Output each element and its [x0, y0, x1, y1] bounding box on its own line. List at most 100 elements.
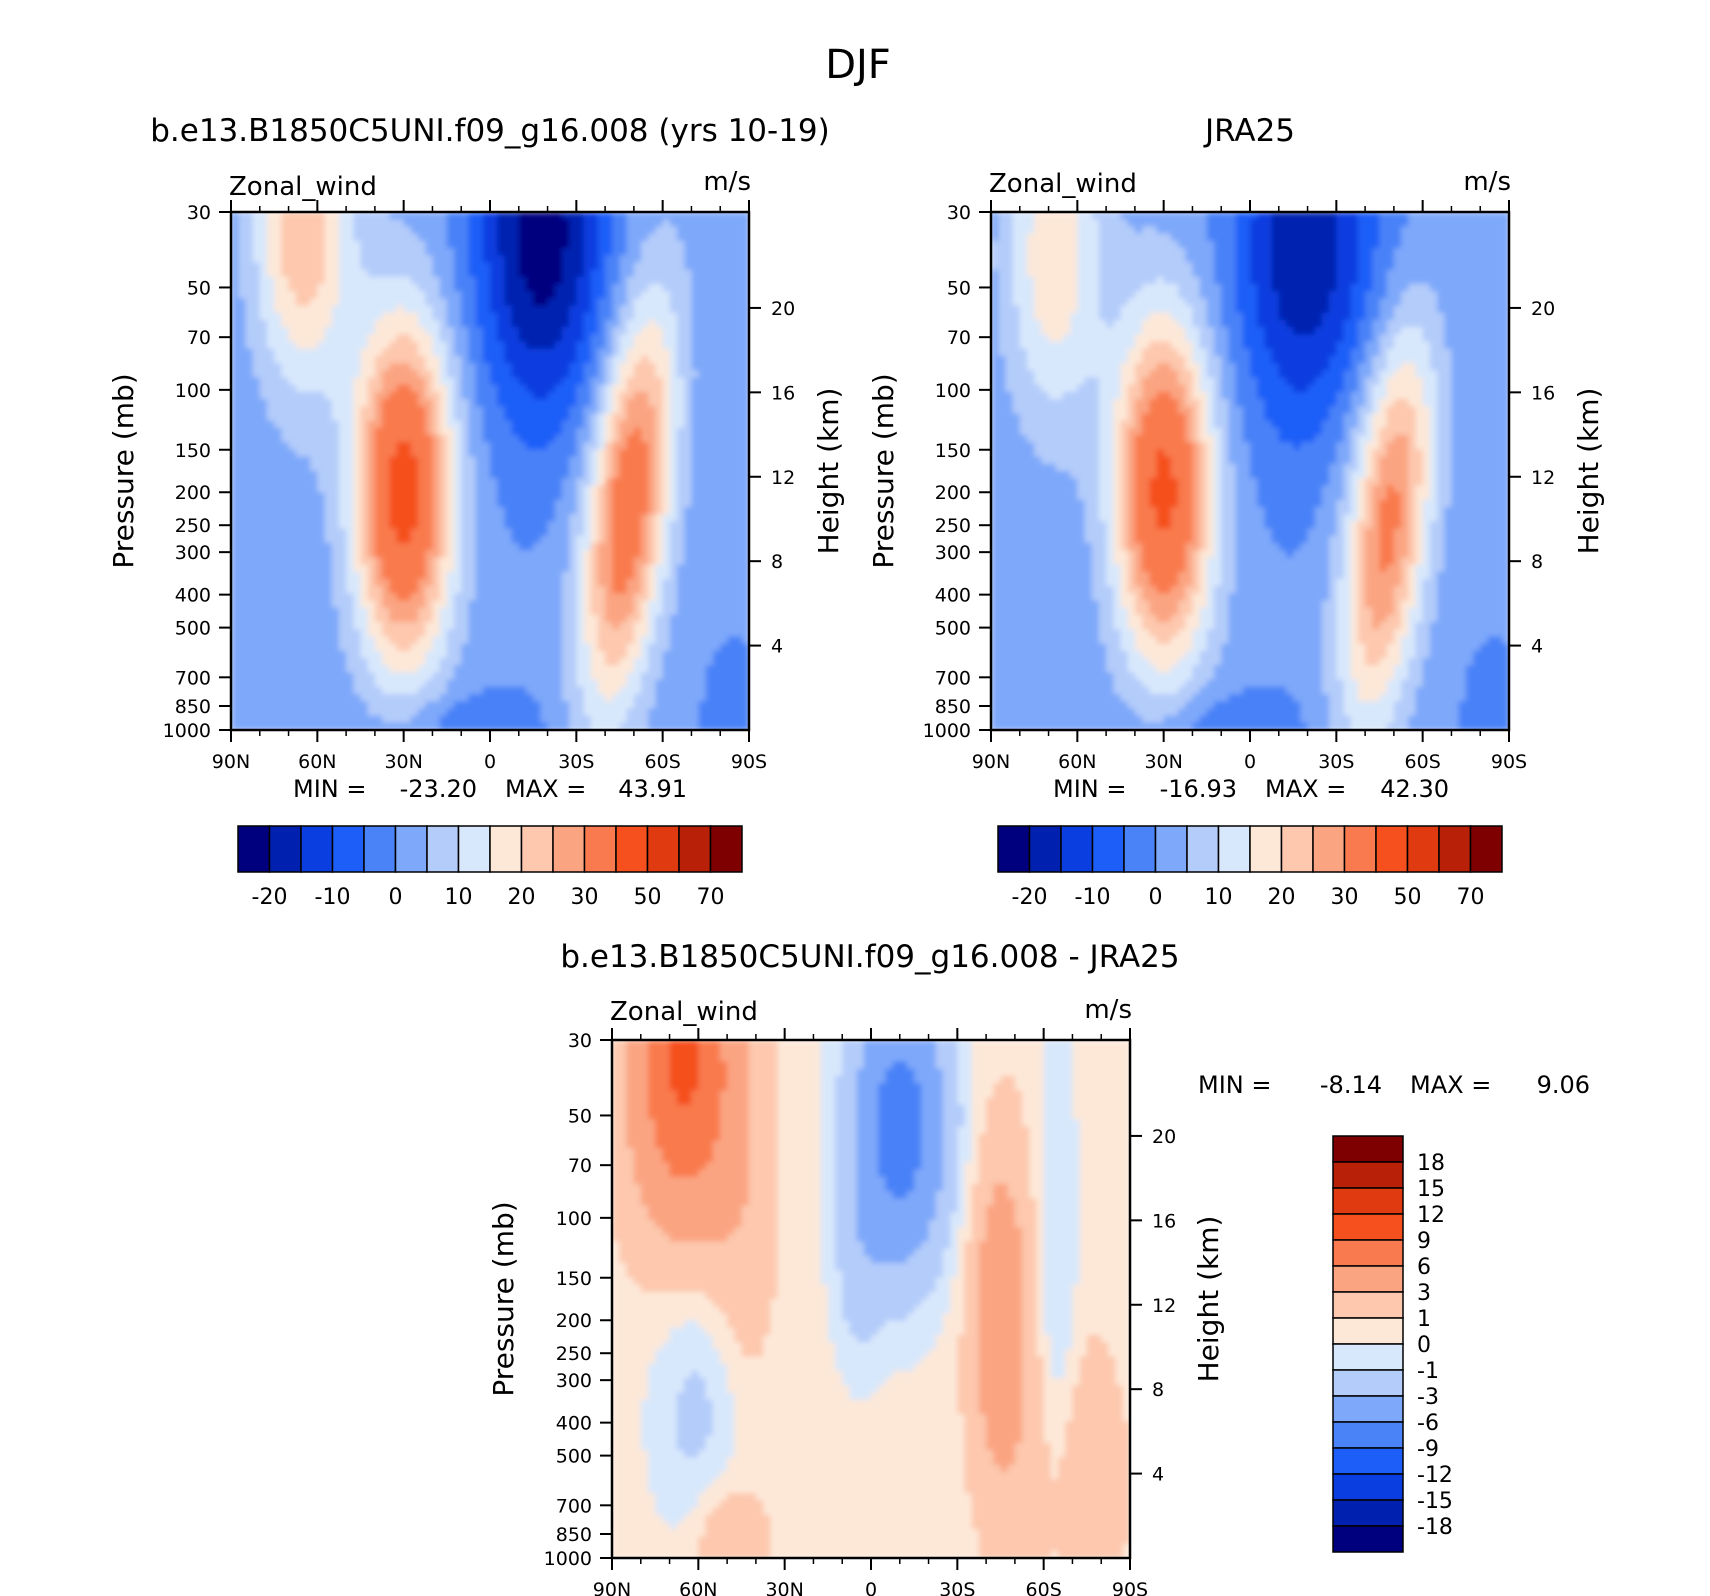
y-tick-label: 30 [947, 202, 971, 224]
y-tick-label: 50 [187, 277, 211, 299]
colorbar-box [1332, 1421, 1404, 1449]
y2-axis-label: Height (km) [812, 388, 845, 555]
x-tick-label: 60S [645, 751, 681, 773]
y-tick-label: 1000 [163, 720, 211, 742]
y2-tick-label: 8 [1152, 1379, 1164, 1401]
y-tick-label: 100 [175, 380, 211, 402]
colorbar-box [237, 825, 271, 873]
x-tick-label: 30S [1318, 751, 1354, 773]
y-tick-label: 850 [175, 696, 211, 718]
colorbar-label: -1 [1417, 1359, 1439, 1384]
colorbar-box [678, 825, 712, 873]
colorbar-label: 1 [1417, 1307, 1431, 1332]
y-tick-label: 100 [935, 380, 971, 402]
x-tick-label: 60N [298, 751, 336, 773]
y2-axis-label: Height (km) [1572, 388, 1605, 555]
y-axis-label: Pressure (mb) [107, 373, 140, 568]
min-value: -16.93 [1160, 775, 1237, 803]
y-tick-label: 200 [556, 1310, 592, 1332]
y-tick-label: 850 [556, 1524, 592, 1546]
y2-tick-label: 16 [1152, 1210, 1176, 1232]
colorbar-label: 18 [1417, 1151, 1445, 1176]
y-tick-label: 50 [568, 1105, 592, 1127]
units-string: m/s [1463, 167, 1511, 197]
y-tick-label: 400 [935, 585, 971, 607]
y-tick-label: 700 [935, 667, 971, 689]
y-tick-label: 200 [175, 482, 211, 504]
colorbar-label: 15 [1417, 1177, 1445, 1202]
y-tick-label: 100 [556, 1208, 592, 1230]
colorbar-label: -10 [1075, 885, 1111, 910]
colorbar-box [1375, 825, 1409, 873]
y-tick-label: 400 [175, 585, 211, 607]
colorbar-box [1332, 1395, 1404, 1423]
y-tick-label: 500 [175, 618, 211, 640]
colorbar-box [1332, 1265, 1404, 1293]
x-tick-label: 0 [484, 751, 496, 773]
colorbar-box [1332, 1343, 1404, 1371]
y-tick-label: 70 [947, 327, 971, 349]
colorbar-box [552, 825, 586, 873]
y-tick-label: 500 [935, 618, 971, 640]
y2-tick-label: 8 [771, 551, 783, 573]
colorbar-label: 50 [634, 885, 662, 910]
colorbar-box [1332, 1213, 1404, 1241]
min-max-readout: MIN = -8.14 MAX = 9.06 [1198, 1071, 1590, 1099]
y-tick-label: 250 [935, 515, 971, 537]
min-label: MIN = [1198, 1071, 1271, 1099]
colorbar-box [583, 825, 617, 873]
x-tick-label: 60N [1058, 751, 1096, 773]
colorbar-box [331, 825, 365, 873]
colorbar-label: 12 [1417, 1203, 1445, 1228]
colorbar-box [1332, 1447, 1404, 1475]
y-tick-label: 850 [935, 696, 971, 718]
colorbar-box [615, 825, 649, 873]
y-tick-label: 150 [556, 1268, 592, 1290]
plot-axes: 90N 60N 30N 0 30S 60S 90S 30 50 70 100 150 200 250 300… [163, 200, 795, 773]
left-string: Zonal_wind [989, 169, 1137, 199]
colorbar-label: 10 [445, 885, 473, 910]
y-axis-label: Pressure (mb) [867, 373, 900, 568]
plot-axes: 90N 60N 30N 0 30S 60S 90S 30 50 70 100 150 200 250 300… [923, 200, 1555, 773]
colorbar-label: 20 [508, 885, 536, 910]
figure-title: DJF [825, 42, 891, 88]
max-label: MAX = [1265, 775, 1346, 803]
max-value: 43.91 [618, 775, 687, 803]
colorbar-box [1332, 1239, 1404, 1267]
x-tick-label: 90S [731, 751, 767, 773]
colorbar: -20 -10 0 10 20 30 50 70 [237, 825, 743, 910]
plot-axes: 90N 60N 30N 0 30S 60S 90S 30 50 70 100 150 200 250 300… [544, 1028, 1176, 1596]
colorbar-label: 30 [571, 885, 599, 910]
colorbar-label: -15 [1417, 1489, 1453, 1514]
panel-title: JRA25 [1203, 113, 1295, 149]
y-tick-label: 300 [935, 542, 971, 564]
y2-tick-label: 12 [1531, 467, 1555, 489]
contour-plot [612, 1040, 1130, 1558]
x-tick-label: 90S [1112, 1579, 1148, 1596]
max-value: 42.30 [1380, 775, 1449, 803]
colorbar-box [1332, 1161, 1404, 1189]
y2-tick-label: 4 [1152, 1464, 1164, 1486]
colorbar-box [1332, 1291, 1404, 1319]
colorbar-box [1332, 1369, 1404, 1397]
panel-title: b.e13.B1850C5UNI.f09_g16.008 (yrs 10-19) [150, 113, 830, 149]
y-tick-label: 30 [187, 202, 211, 224]
contour-plot [991, 212, 1509, 730]
colorbar-box [709, 825, 743, 873]
y-tick-label: 500 [556, 1446, 592, 1468]
colorbar-box [300, 825, 334, 873]
colorbar-label: 3 [1417, 1281, 1431, 1306]
colorbar-label: -3 [1417, 1385, 1439, 1410]
panel-model: b.e13.B1850C5UNI.f09_g16.008 (yrs 10-19)… [107, 113, 845, 910]
y-tick-label: 150 [935, 440, 971, 462]
min-value: -8.14 [1320, 1071, 1382, 1099]
y-tick-label: 1000 [923, 720, 971, 742]
colorbar-box [394, 825, 428, 873]
colorbar-box [1469, 825, 1503, 873]
min-max-readout: MIN = -23.20 MAX = 43.91 [293, 775, 687, 803]
x-tick-label: 90N [593, 1579, 631, 1596]
y-tick-label: 400 [556, 1413, 592, 1435]
colorbar-label: 0 [389, 885, 403, 910]
y-tick-label: 200 [935, 482, 971, 504]
colorbar-box [1343, 825, 1377, 873]
